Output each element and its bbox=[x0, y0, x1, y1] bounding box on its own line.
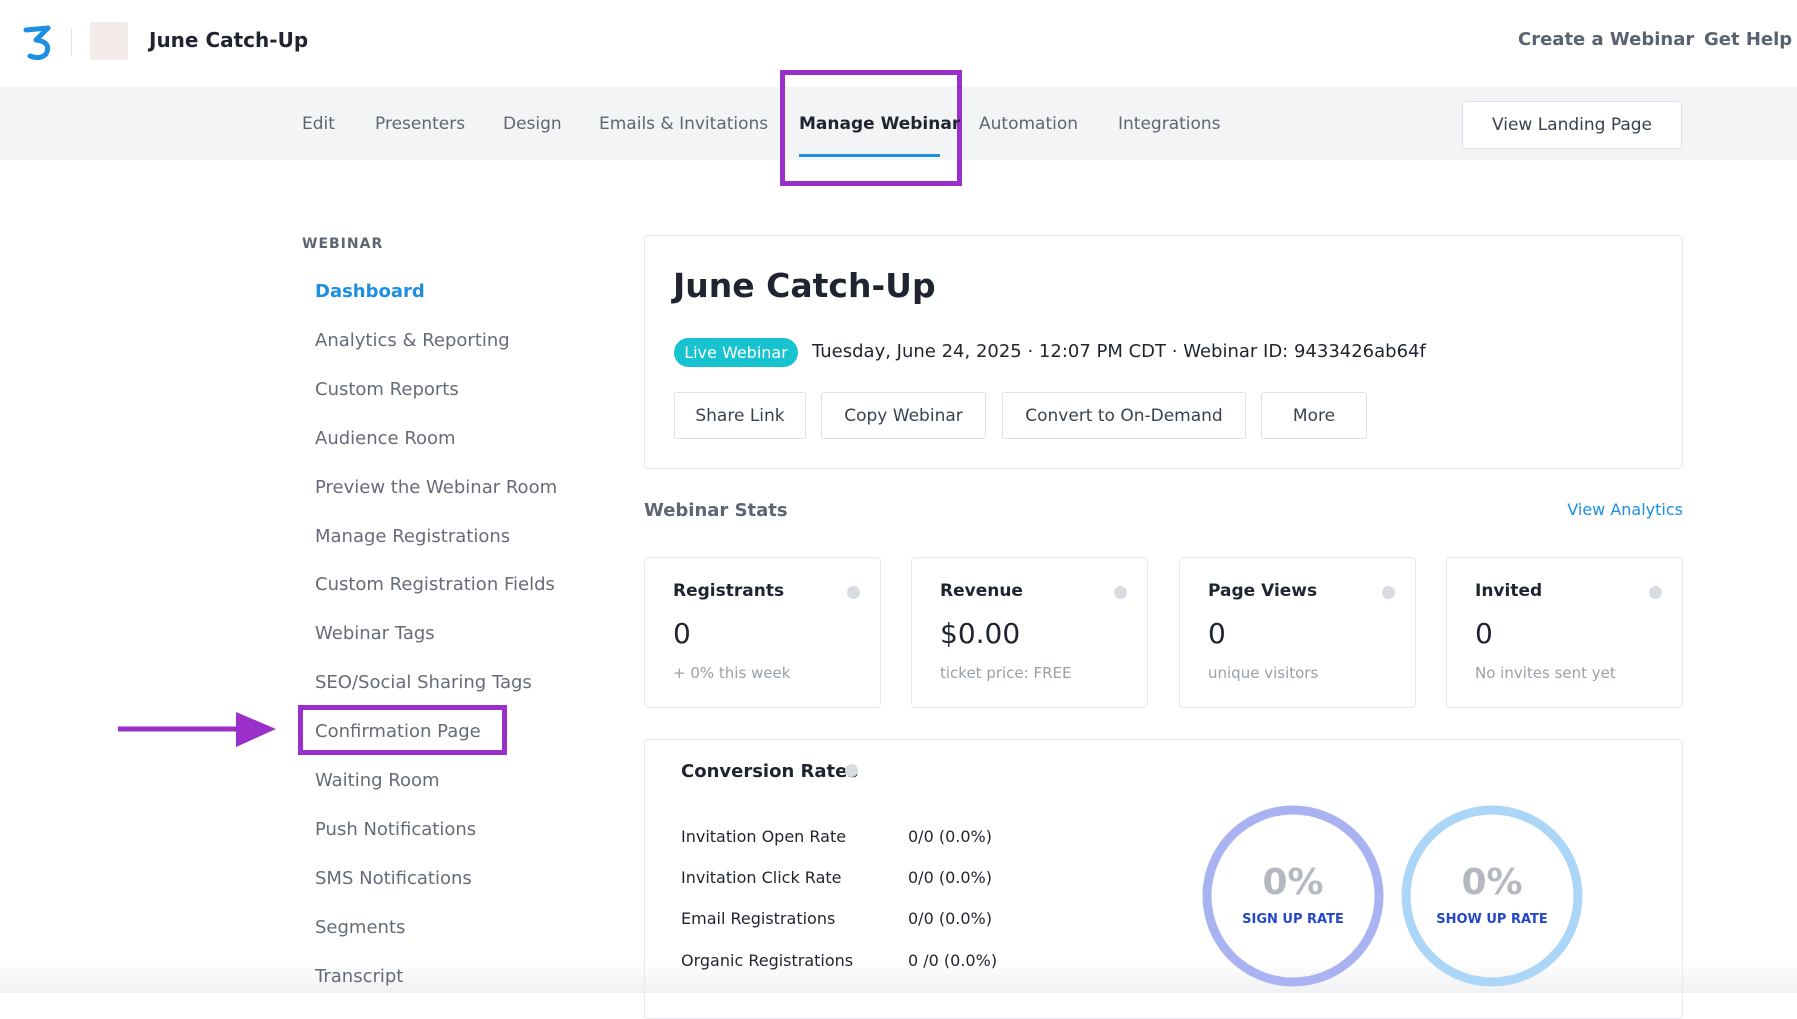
rate-label: Email Registrations bbox=[681, 909, 836, 929]
divider bbox=[71, 28, 72, 56]
sidebar-item[interactable]: Waiting Room bbox=[315, 770, 440, 791]
thumbnail bbox=[90, 22, 128, 60]
tab[interactable]: Manage Webinar bbox=[799, 114, 961, 134]
sidebar-item[interactable]: SMS Notifications bbox=[315, 867, 472, 889]
sidebar-item[interactable]: SEO/Social Sharing Tags bbox=[315, 672, 532, 694]
stat-value: 0 bbox=[1475, 617, 1493, 650]
stat-note: ticket price: FREE bbox=[940, 664, 1072, 682]
action-button[interactable]: Share Link bbox=[674, 392, 806, 439]
info-icon bbox=[847, 586, 860, 599]
bottom-fade bbox=[0, 960, 1797, 993]
header-link[interactable]: Create a Webinar bbox=[1518, 29, 1695, 50]
conversion-title: Conversion Rates bbox=[681, 761, 859, 782]
rate-value: 0/0 (0.0%) bbox=[908, 909, 992, 929]
sidebar-item[interactable]: Custom Registration Fields bbox=[315, 574, 555, 596]
sidebar-item[interactable]: Audience Room bbox=[315, 427, 456, 449]
sidebar-item[interactable]: Segments bbox=[315, 916, 406, 938]
info-icon bbox=[1114, 586, 1127, 599]
stat-label: Registrants bbox=[673, 581, 785, 601]
header-link[interactable]: Get Help bbox=[1704, 29, 1793, 50]
stat-card bbox=[911, 557, 1148, 708]
stat-value: 0 bbox=[673, 617, 691, 650]
stat-note: No invites sent yet bbox=[1475, 664, 1616, 682]
sidebar-item[interactable]: Confirmation Page bbox=[315, 721, 481, 743]
highlight-box bbox=[780, 70, 962, 186]
rate-value: 0/0 (0.0%) bbox=[908, 827, 992, 846]
rate-ring bbox=[1202, 805, 1384, 987]
stat-label: Page Views bbox=[1208, 581, 1318, 601]
sidebar-item[interactable]: Webinar Tags bbox=[315, 623, 435, 645]
stat-value: $0.00 bbox=[940, 617, 1021, 650]
stat-card bbox=[1446, 557, 1683, 708]
action-button[interactable]: More bbox=[1261, 392, 1367, 439]
stat-label: Invited bbox=[1475, 581, 1543, 601]
rate-label: Organic Registrations bbox=[681, 950, 854, 970]
sidebar-heading: WEBINAR bbox=[302, 236, 384, 252]
sidebar-item[interactable]: Dashboard bbox=[315, 281, 425, 302]
stat-label: Revenue bbox=[940, 581, 1023, 601]
logo[interactable] bbox=[22, 24, 56, 60]
app-title: June Catch-Up bbox=[149, 28, 309, 52]
ring-value: 0% bbox=[1461, 862, 1523, 903]
stat-card bbox=[1179, 557, 1416, 708]
tab[interactable]: Automation bbox=[979, 114, 1079, 134]
tab[interactable]: Integrations bbox=[1118, 114, 1221, 134]
sidebar-item[interactable]: Manage Registrations bbox=[315, 525, 511, 547]
sidebar-item[interactable]: Analytics & Reporting bbox=[315, 329, 510, 351]
sidebar-item[interactable]: Custom Reports bbox=[315, 378, 459, 400]
sidebar-item[interactable]: Preview the Webinar Room bbox=[315, 476, 558, 498]
rate-value: 0/0 (0.0%) bbox=[908, 868, 992, 888]
info-icon bbox=[1649, 586, 1662, 599]
action-button[interactable]: Convert to On-Demand bbox=[1002, 392, 1246, 439]
sidebar-item[interactable]: Transcript bbox=[315, 965, 404, 987]
view-analytics-link[interactable]: View Analytics bbox=[1567, 500, 1683, 519]
webinar-title: June Catch-Up bbox=[673, 266, 936, 305]
view-landing-button[interactable]: View Landing Page bbox=[1462, 101, 1682, 149]
rate-label: Invitation Open Rate bbox=[681, 827, 847, 846]
info-icon bbox=[845, 764, 858, 777]
tab[interactable]: Presenters bbox=[375, 114, 466, 134]
page: (() => { const data = JSON.parse(documen… bbox=[0, 22, 1797, 1019]
rate-label: Invitation Click Rate bbox=[681, 868, 842, 888]
tab-underline bbox=[799, 154, 940, 157]
stats-heading: Webinar Stats bbox=[644, 500, 788, 521]
stat-note: unique visitors bbox=[1208, 664, 1319, 682]
ring-label: SHOW UP RATE bbox=[1436, 912, 1548, 927]
live-badge: Live Webinar bbox=[674, 338, 798, 367]
ring bbox=[1401, 805, 1583, 987]
stat-card bbox=[644, 557, 881, 708]
ring bbox=[1202, 805, 1384, 987]
tab[interactable]: Edit bbox=[302, 114, 335, 134]
tab[interactable]: Design bbox=[503, 114, 562, 134]
info-icon bbox=[1382, 586, 1395, 599]
highlight-box bbox=[298, 705, 507, 755]
tab[interactable]: Emails & Invitations bbox=[599, 114, 769, 134]
arrow bbox=[118, 712, 276, 747]
ring-label: SIGN UP RATE bbox=[1242, 912, 1344, 927]
ring-value: 0% bbox=[1262, 862, 1324, 903]
rate-ring bbox=[1401, 805, 1583, 987]
stat-note: + 0% this week bbox=[673, 664, 791, 682]
stat-value: 0 bbox=[1208, 617, 1226, 650]
rate-value: 0 /0 (0.0%) bbox=[908, 950, 998, 970]
webinar-meta: Tuesday, June 24, 2025 · 12:07 PM CDT · … bbox=[812, 341, 1426, 362]
action-button[interactable]: Copy Webinar bbox=[821, 392, 986, 439]
sidebar-item[interactable]: Push Notifications bbox=[315, 818, 477, 840]
